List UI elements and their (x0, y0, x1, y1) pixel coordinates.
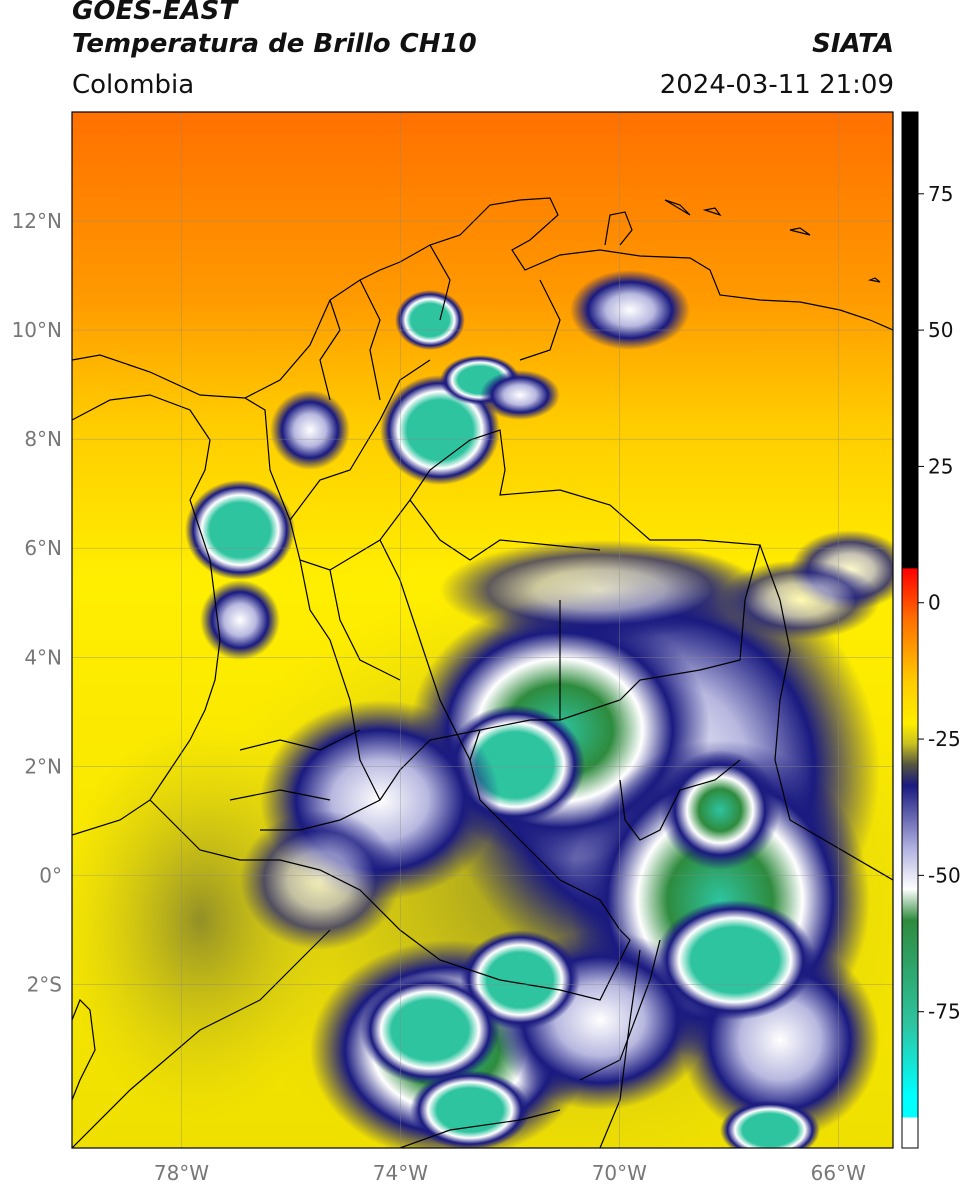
lat-tick-label: 10°N (12, 318, 62, 342)
colorbar-tick-label: 75 (928, 182, 953, 206)
lat-tick-label: 12°N (12, 209, 62, 233)
lon-tick-label: 78°W (154, 1161, 209, 1185)
satellite-image (72, 112, 893, 1148)
satellite-title: GOES-EAST (72, 0, 238, 26)
lon-tick-label: 70°W (592, 1161, 647, 1185)
colorbar-tick-label: -50 (928, 863, 961, 887)
colorbar-tick-label: 0 (928, 591, 941, 615)
map-grid (72, 112, 893, 1148)
boundaries (72, 197, 893, 1148)
colorbar-tick-label: -25 (928, 727, 961, 751)
product-title: Temperatura de Brillo CH10 (72, 29, 477, 59)
datetime-label: 2024-03-11 21:09 (659, 70, 894, 100)
lon-tick-label: 66°W (811, 1161, 866, 1185)
colorbar (902, 112, 918, 1148)
colorbar-tick-label: 25 (928, 454, 953, 478)
org-label: SIATA (812, 29, 894, 59)
lat-tick-label: 2°N (24, 754, 62, 778)
lat-tick-label: 0° (39, 863, 62, 887)
lat-tick-labels: 12°N 10°N 8°N 6°N 4°N 2°N 0° 2°S (12, 209, 62, 996)
lat-tick-label: 2°S (27, 972, 62, 996)
colorbar-frame (901, 111, 919, 1149)
region-label: Colombia (72, 70, 195, 100)
colorbar-tick-label: -75 (928, 1000, 961, 1024)
colorbar-tick-label: 50 (928, 318, 953, 342)
lat-tick-label: 6°N (24, 536, 62, 560)
title-block: GOES-EAST Temperatura de Brillo CH10 Col… (72, 0, 894, 108)
colorbar-tick-labels: 75 50 25 0 -25 -50 -75 (918, 182, 961, 1024)
lat-tick-label: 4°N (24, 645, 62, 669)
lat-tick-label: 8°N (24, 427, 62, 451)
map-frame (71, 111, 894, 1149)
lon-tick-label: 74°W (373, 1161, 428, 1185)
lon-tick-labels: 78°W 74°W 70°W 66°W (154, 1161, 866, 1185)
